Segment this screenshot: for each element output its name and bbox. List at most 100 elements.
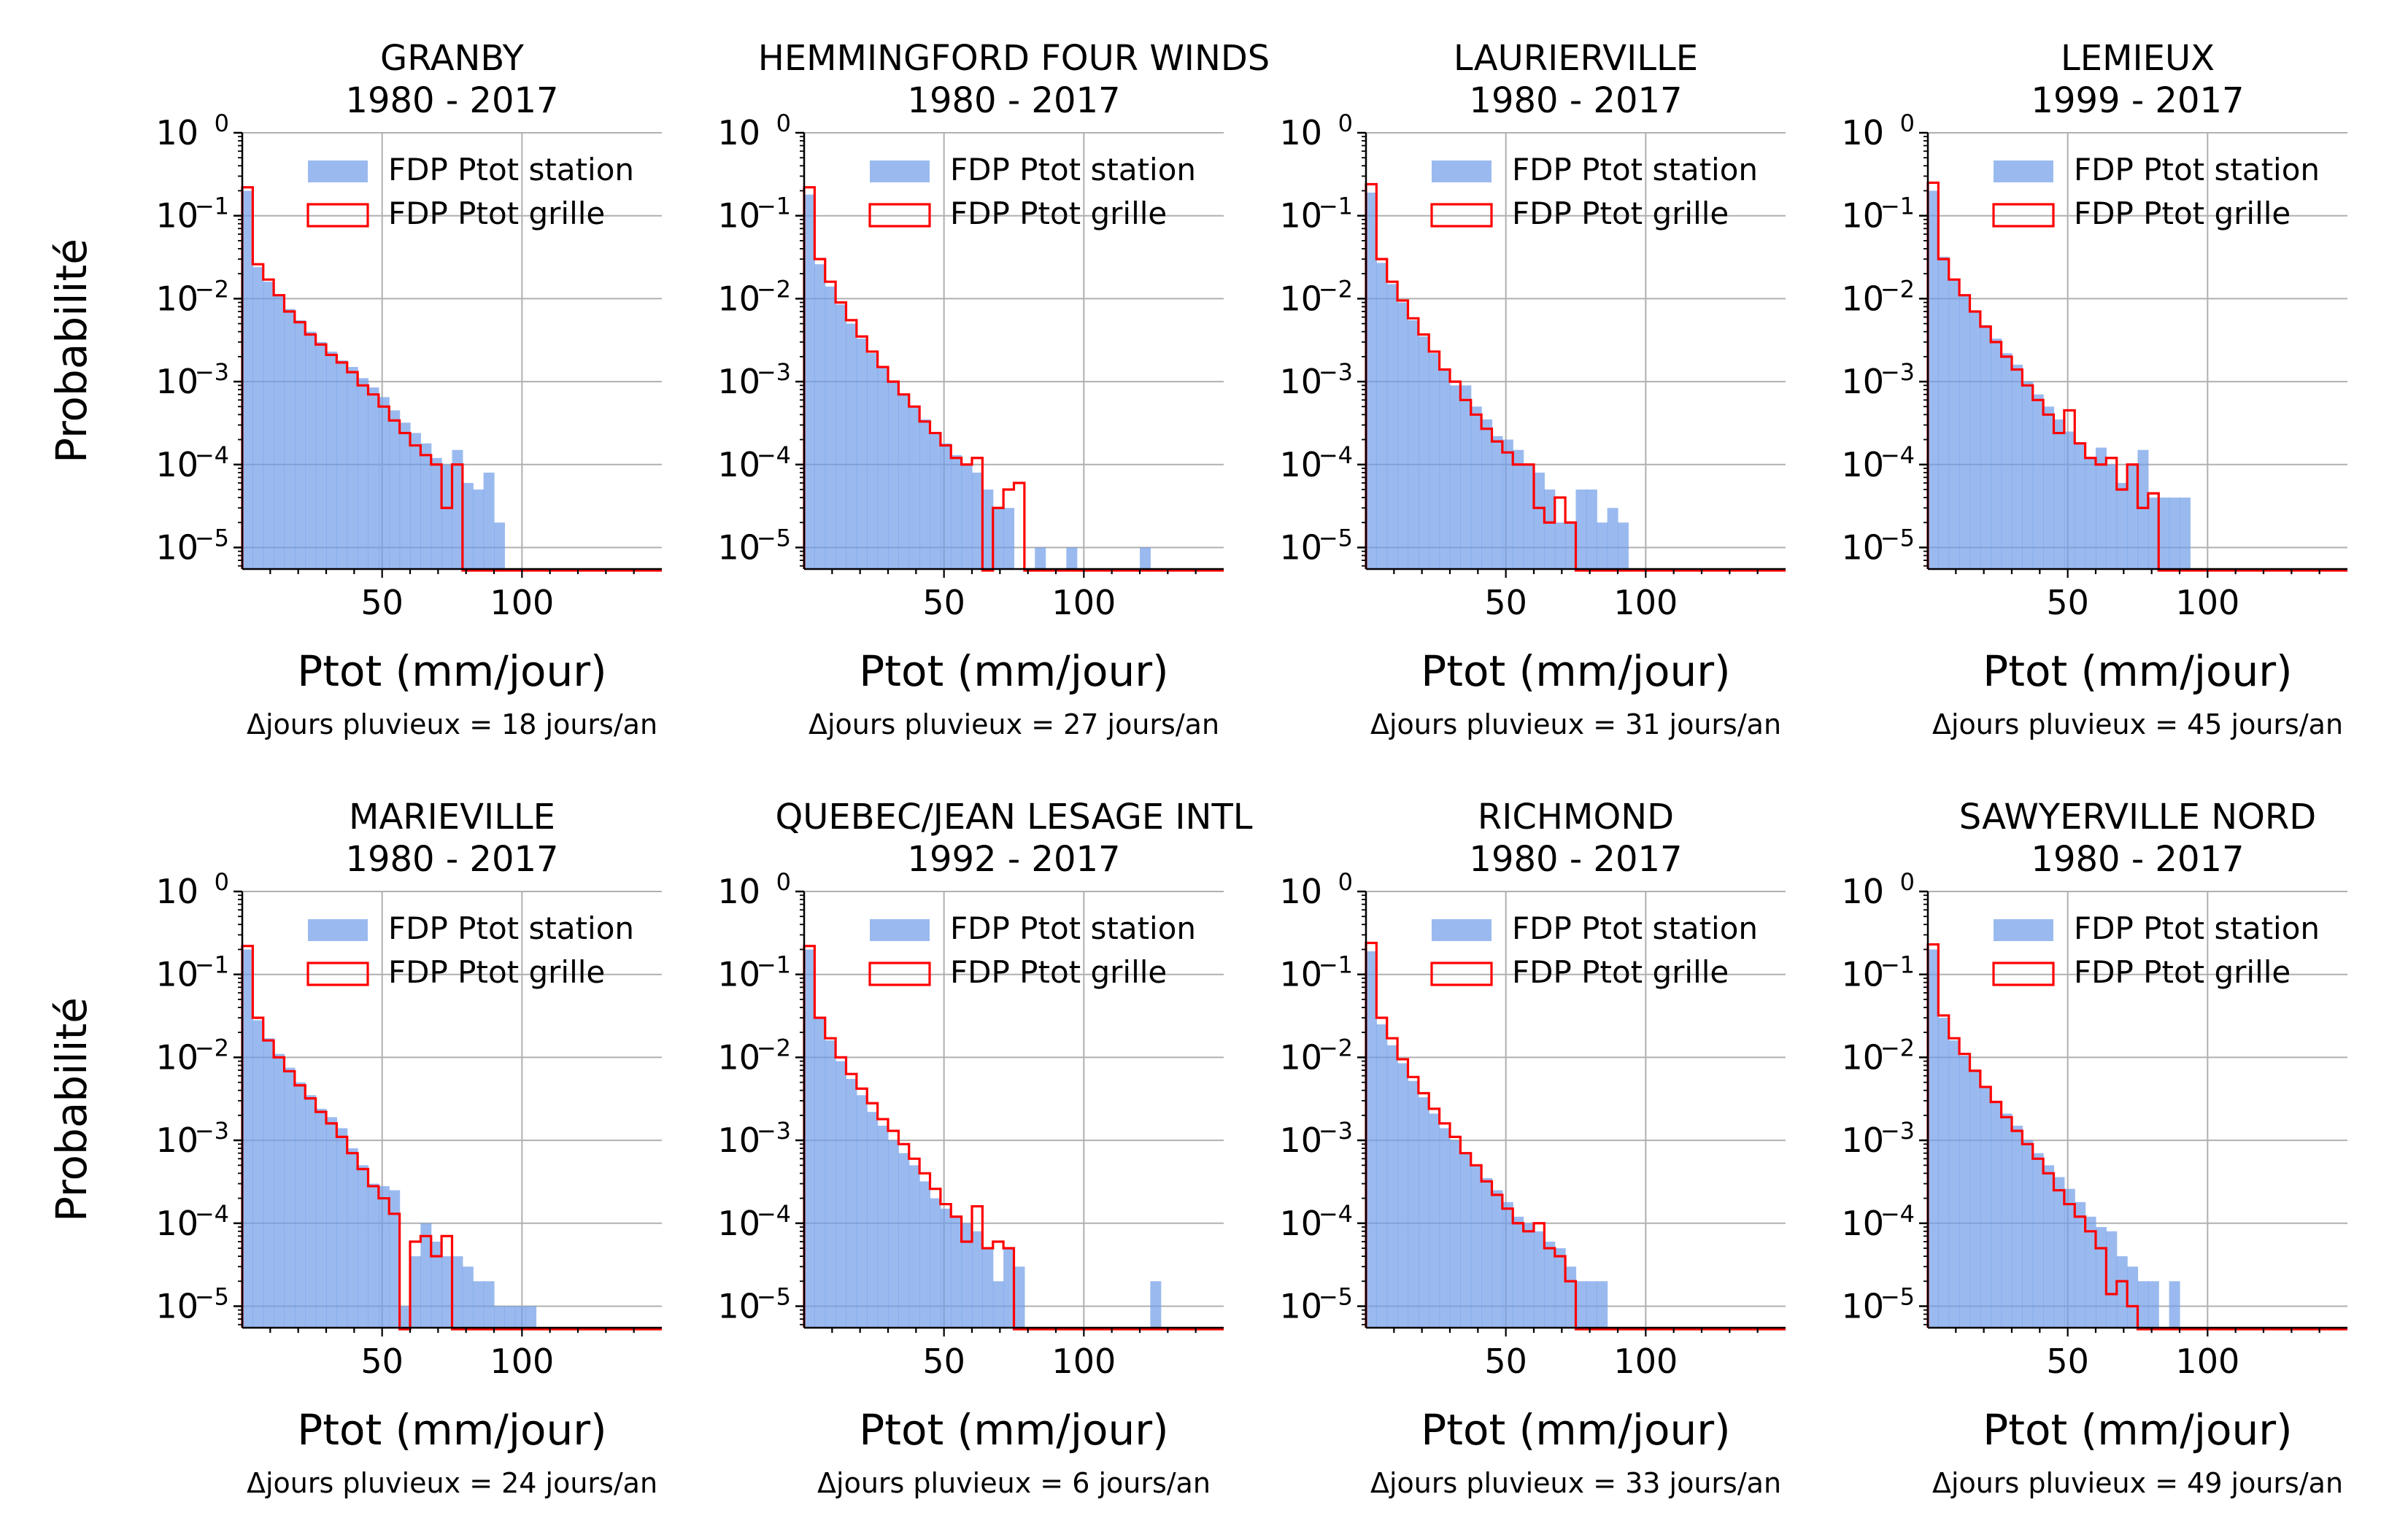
station-bar [867,1112,879,1328]
station-bar [347,1148,358,1328]
panel-title-station: SAWYERVILLE NORD [1959,797,2316,837]
legend-swatch-grille [868,962,931,986]
station-bar [898,394,910,569]
y-tick-exponent: −2 [1319,1034,1353,1061]
station-bar [1450,385,1461,569]
station-bar [1597,522,1608,569]
station-bar [2022,382,2034,569]
station-bar [888,1140,899,1328]
grille-step-line [1926,181,2347,572]
y-tick-label: 10 [717,1121,760,1160]
station-bar [836,304,847,569]
station-bar [1366,193,1377,569]
station-bar [2064,431,2075,569]
y-tick-label: 10 [155,362,198,401]
station-bar [441,1256,453,1328]
station-bar [804,194,815,569]
y-tick-label: 10 [1841,1121,1884,1160]
y-tick-exponent: −1 [757,193,791,220]
y-tick-exponent: −4 [1880,441,1915,469]
y-tick-label: 10 [1841,955,1884,994]
rainy-days-note: Δjours pluvieux = 33 jours/an [1370,1467,1781,1499]
x-tick-label: 100 [490,583,554,622]
x-tick-label: 50 [1484,583,1527,622]
station-bar [982,490,994,569]
station-bar [420,1223,432,1328]
y-tick-label: 10 [1841,1037,1884,1077]
y-tick-label: 10 [1279,445,1322,484]
station-bar [462,1266,474,1328]
y-tick-label: 10 [155,445,198,484]
y-tick-exponent: −3 [757,358,791,386]
station-bar [1523,1223,1535,1328]
station-bar [263,282,274,569]
station-bar [431,1242,442,1328]
x-axis-label: Ptot (mm/jour) [1421,646,1730,696]
station-bar [2116,483,2128,569]
y-tick-label: 10 [717,1037,760,1077]
y-tick-label: 10 [717,1204,760,1243]
legend-swatch-station [870,919,930,941]
station-bar [1492,1190,1503,1328]
station-bar [1991,1100,2002,1328]
station-bar [1502,439,1513,569]
legend-swatch-grille [1992,962,2055,986]
station-bar [1959,295,1971,569]
x-tick-label: 100 [2175,1342,2239,1381]
panel-title-period: 1980 - 2017 [345,839,558,880]
y-tick-exponent: 0 [215,109,229,137]
chart-panel-6: 10 010−110−210−310−410−550 100QUEBEC/JEAN … [717,797,1252,1499]
station-bar [1980,325,1991,569]
y-tick-label: 10 [1279,955,1322,994]
station-bar [1928,190,1939,570]
station-bar [992,1281,1004,1328]
y-tick-label: 10 [1841,113,1884,152]
station-bar [326,1117,337,1328]
y-tick-label: 10 [155,1204,198,1243]
x-tick-label: 100 [1613,1342,1678,1381]
station-bar [1014,1266,1025,1328]
y-axis-label: Probabilité [47,239,96,463]
station-bar [1376,1024,1388,1328]
station-bar [1460,1153,1472,1328]
y-tick-exponent: −2 [195,1034,229,1061]
x-tick-label: 50 [922,583,965,622]
panel-title-station: GRANBY [380,38,525,79]
station-bar [1513,1216,1524,1328]
station-bar [2180,498,2191,569]
y-tick-exponent: −3 [1880,358,1915,386]
station-bar [930,1198,941,1328]
y-tick-label: 10 [155,872,198,911]
station-bar [2127,464,2139,569]
legend-label-station: FDP Ptot station [1512,910,1758,946]
station-bar [1565,1266,1577,1328]
legend-swatch-grille [1430,962,1493,986]
station-bar [982,1248,994,1328]
y-tick-exponent: −2 [1319,275,1353,303]
y-tick-exponent: −1 [195,951,229,979]
station-bar [1066,547,1078,569]
station-bar [378,397,390,569]
station-bar [1618,522,1629,569]
y-tick-label: 10 [1841,872,1884,911]
y-tick-exponent: −3 [1319,358,1353,386]
grille-step-line [241,186,662,572]
y-tick-label: 10 [1279,1121,1322,1160]
station-bar [930,433,941,569]
station-bar [836,1061,847,1328]
panel-title-period: 1980 - 2017 [907,80,1120,121]
grille-step-line [1365,941,1786,1331]
chart-panel-7: 10 010−110−210−310−410−550 100RICHMOND1980… [1279,797,1786,1499]
station-bar [2127,1266,2139,1328]
station-bar [1554,1248,1566,1328]
y-tick-label: 10 [1841,1286,1884,1326]
rainy-days-note: Δjours pluvieux = 45 jours/an [1932,708,2343,740]
grille-step-line [1926,943,2347,1331]
y-tick-exponent: −3 [1880,1117,1915,1145]
station-bar [1544,1242,1556,1328]
station-bar [494,522,505,569]
station-bar [389,1190,401,1328]
legend-swatch-grille [1992,203,2055,228]
y-tick-label: 10 [1841,362,1884,401]
